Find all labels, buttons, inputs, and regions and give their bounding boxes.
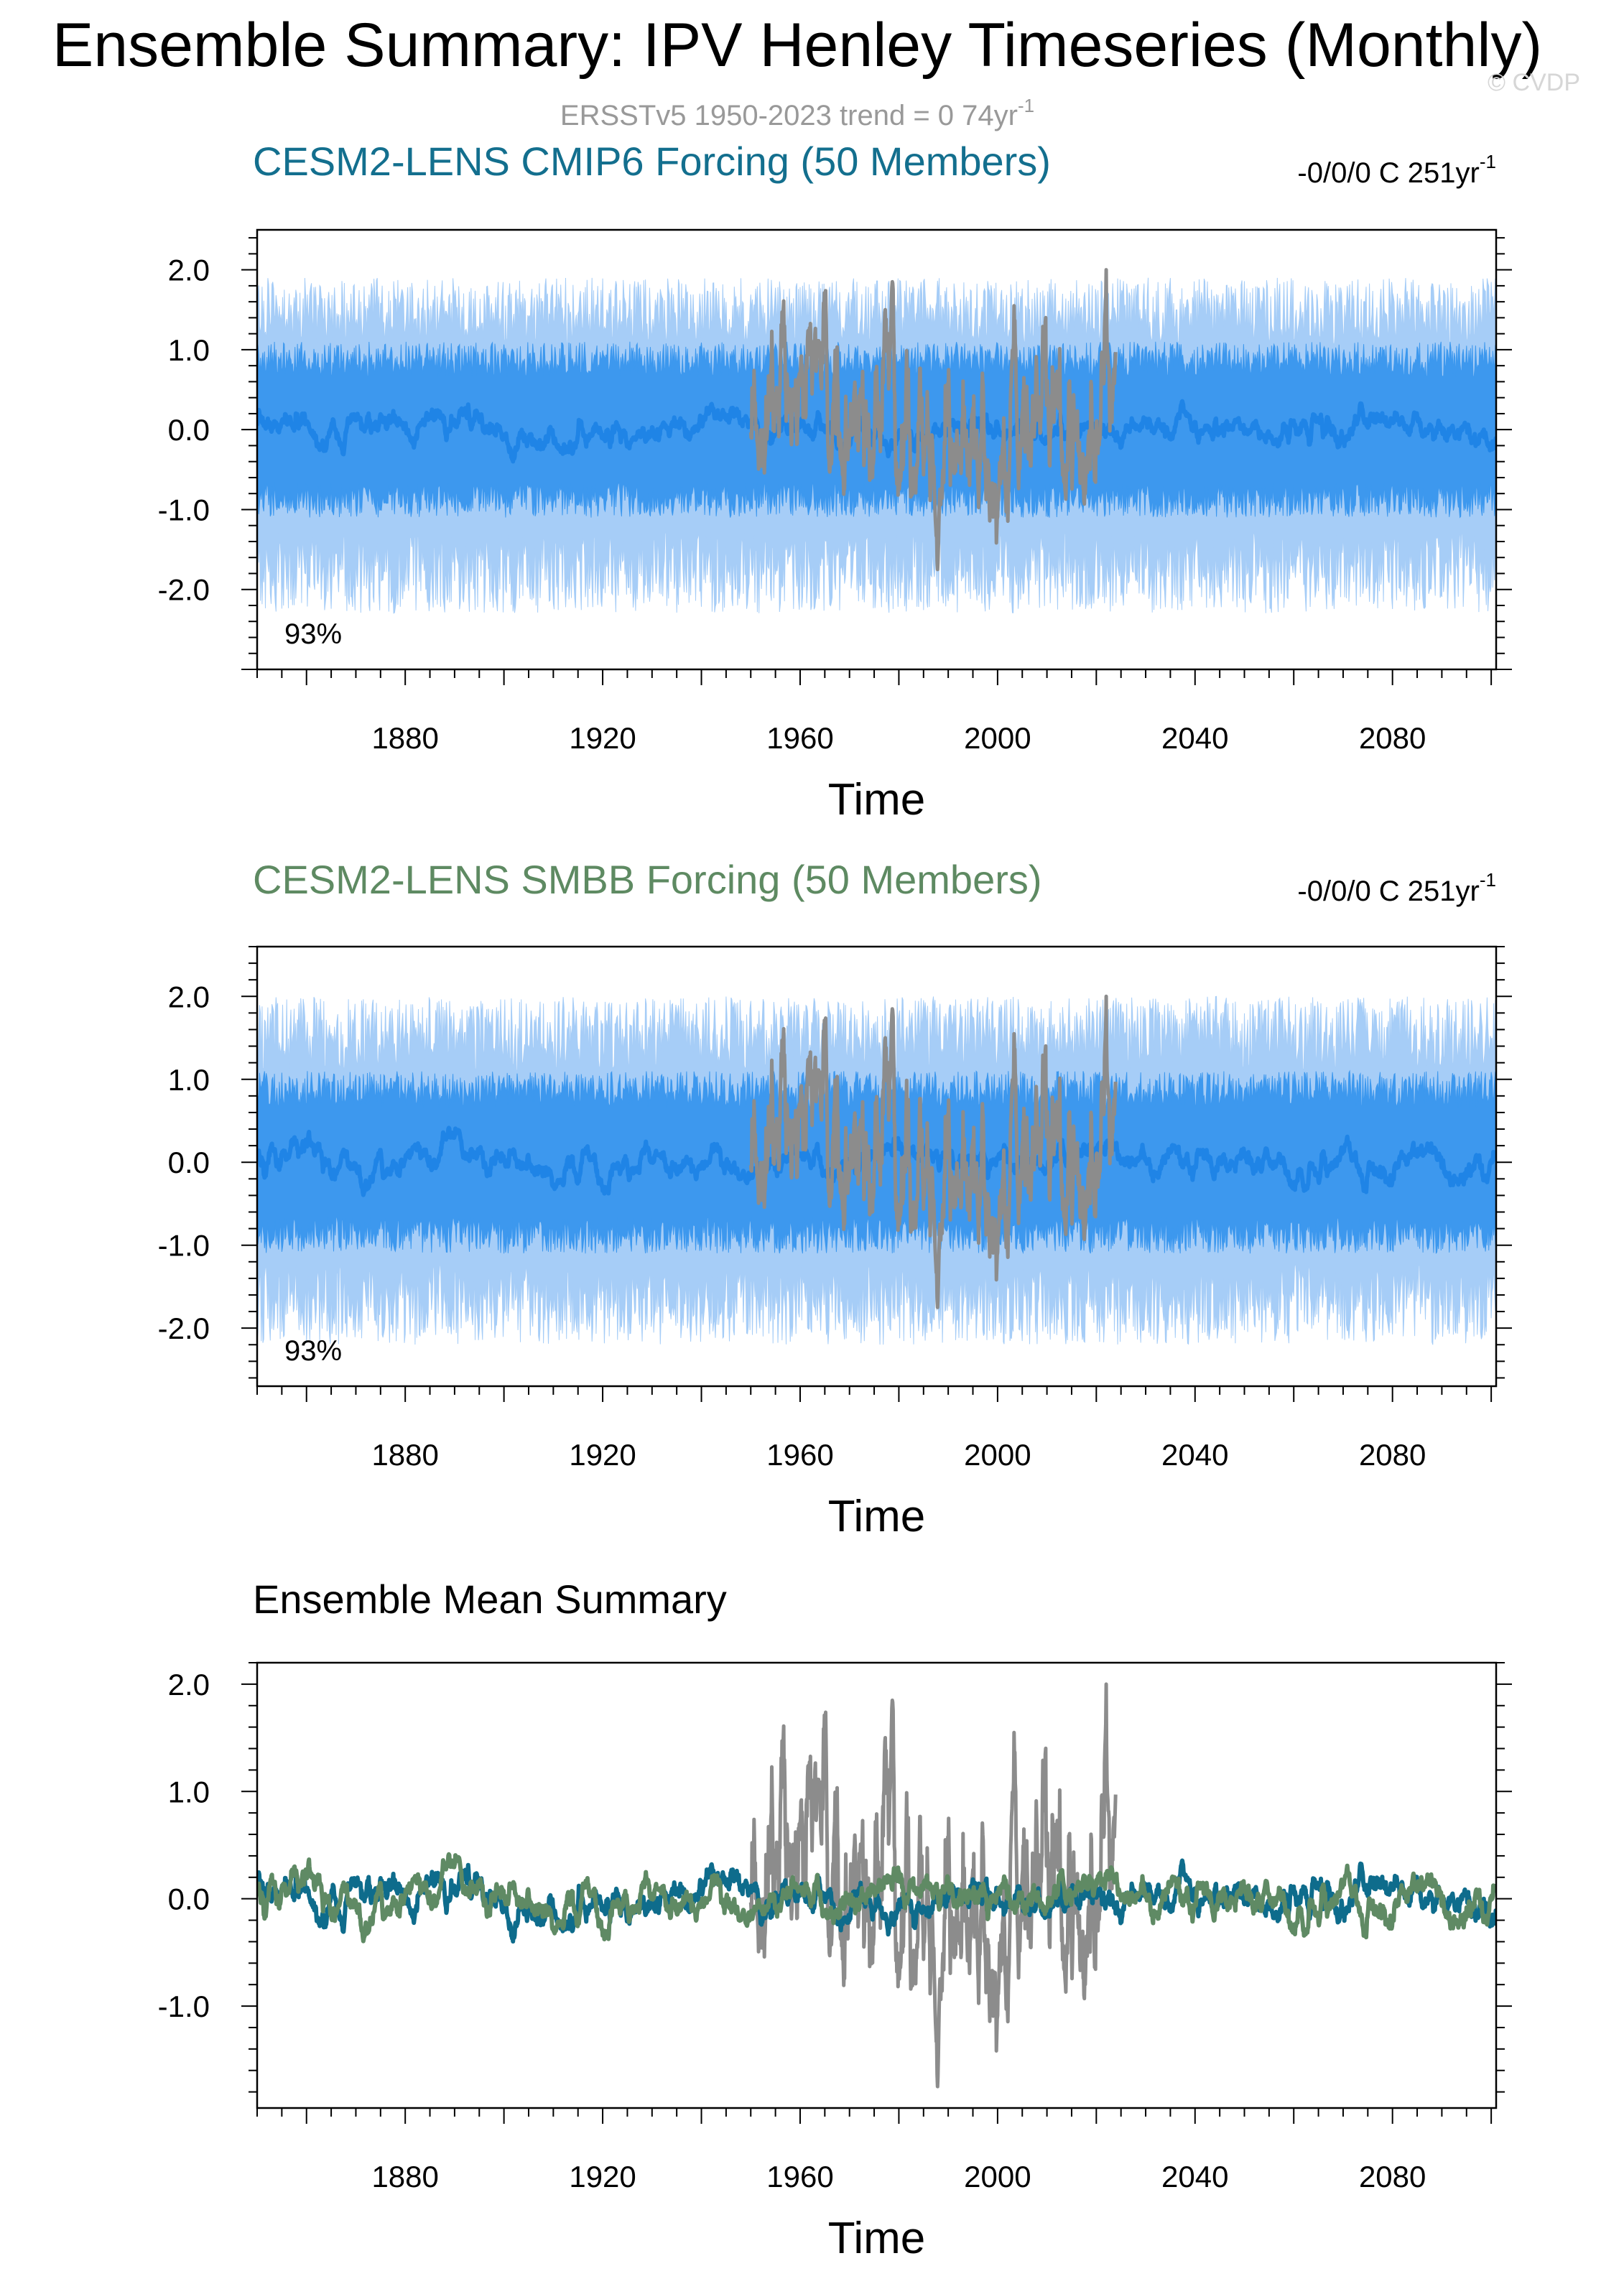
x-tick-label: 1920 <box>569 721 636 755</box>
figure-subtitle: ERSSTv5 1950-2023 trend = 0 74yr-1 <box>560 95 1034 131</box>
x-tick-label: 1960 <box>766 2160 833 2193</box>
x-tick-label: 2080 <box>1359 1438 1426 1472</box>
x-tick-label: 2040 <box>1161 721 1228 755</box>
y-tick-label: 2.0 <box>168 980 210 1013</box>
chart-panel-3: Ensemble Mean Summary 2.0 1.0 0.0 -1.0 1880 19… <box>158 1577 1512 2263</box>
panel-title: Ensemble Mean Summary <box>253 1577 727 1622</box>
trend-label-sup: -1 <box>1480 151 1496 172</box>
y-tick-label: 2.0 <box>168 1668 210 1701</box>
plot-area <box>257 268 1496 614</box>
x-tick-label: 2080 <box>1359 2160 1426 2193</box>
y-tick-label: -1.0 <box>158 493 210 526</box>
figure-subtitle-text: ERSSTv5 1950-2023 trend = 0 74yr <box>560 100 1018 131</box>
x-tick-label: 1880 <box>371 1438 438 1472</box>
x-tick-label: 2000 <box>964 1438 1031 1472</box>
y-tick-label: 0.0 <box>168 1146 210 1179</box>
x-axis-label: Time <box>828 1492 925 1541</box>
panel-frame <box>256 1661 1498 2109</box>
panel-title: CESM2-LENS CMIP6 Forcing (50 Members) <box>253 139 1051 184</box>
x-axis-label: Time <box>828 775 925 825</box>
trend-label: -0/0/0 C 251yr-1 <box>1297 869 1496 907</box>
chart-panel-2: CESM2-LENS SMBB Forcing (50 Members) -0/0… <box>158 857 1512 1541</box>
trend-label: -0/0/0 C 251yr-1 <box>1297 151 1496 189</box>
plot-area <box>257 1682 1496 2089</box>
observation-line <box>748 1682 1118 2089</box>
trend-label-text: -0/0/0 C 251yr <box>1297 157 1479 189</box>
x-tick-label: 2000 <box>964 721 1031 755</box>
envelope-inner <box>257 1069 1496 1255</box>
observation-line <box>748 268 1118 572</box>
y-tick-label: -1.0 <box>158 1229 210 1263</box>
x-tick-label: 1880 <box>371 2160 438 2193</box>
x-tick-label: 1960 <box>766 1438 833 1472</box>
chart-panel-1: CESM2-LENS CMIP6 Forcing (50 Members) -0/… <box>158 139 1512 825</box>
x-tick-label: 2040 <box>1161 1438 1228 1472</box>
mean-smbb-line <box>257 1852 1496 1944</box>
observation-line <box>748 994 1118 1309</box>
x-tick-label: 2040 <box>1161 2160 1228 2193</box>
x-tick-label: 2000 <box>964 2160 1031 2193</box>
y-tick-label: 2.0 <box>168 254 210 287</box>
y-tick-label: 1.0 <box>168 1775 210 1809</box>
percent-label: 93% <box>284 1335 342 1367</box>
trend-label-text: -0/0/0 C 251yr <box>1297 876 1479 907</box>
y-tick-label: -2.0 <box>158 1311 210 1345</box>
x-tick-label: 1960 <box>766 721 833 755</box>
figure-subtitle-sup: -1 <box>1018 95 1034 116</box>
y-tick-label: 0.0 <box>168 413 210 447</box>
panels-group: CESM2-LENS CMIP6 Forcing (50 Members) -0/… <box>158 139 1512 2263</box>
plot-area <box>257 994 1496 1345</box>
panel-title: CESM2-LENS SMBB Forcing (50 Members) <box>253 857 1042 902</box>
panel-frame <box>256 945 1498 1388</box>
x-tick-label: 2080 <box>1359 721 1426 755</box>
x-tick-label: 1880 <box>371 721 438 755</box>
x-axis-label: Time <box>828 2214 925 2263</box>
x-tick-label: 1920 <box>569 1438 636 1472</box>
y-tick-label: -1.0 <box>158 1989 210 2023</box>
trend-label-sup: -1 <box>1480 869 1496 891</box>
percent-label: 93% <box>284 618 342 650</box>
y-tick-label: 0.0 <box>168 1882 210 1916</box>
y-tick-label: -2.0 <box>158 573 210 607</box>
x-tick-label: 1920 <box>569 2160 636 2193</box>
watermark: © CVDP <box>1488 69 1580 96</box>
figure-title: Ensemble Summary: IPV Henley Timeseries … <box>52 11 1542 80</box>
panel-frame <box>256 228 1498 671</box>
y-tick-label: 1.0 <box>168 1063 210 1097</box>
y-tick-label: 1.0 <box>168 333 210 367</box>
